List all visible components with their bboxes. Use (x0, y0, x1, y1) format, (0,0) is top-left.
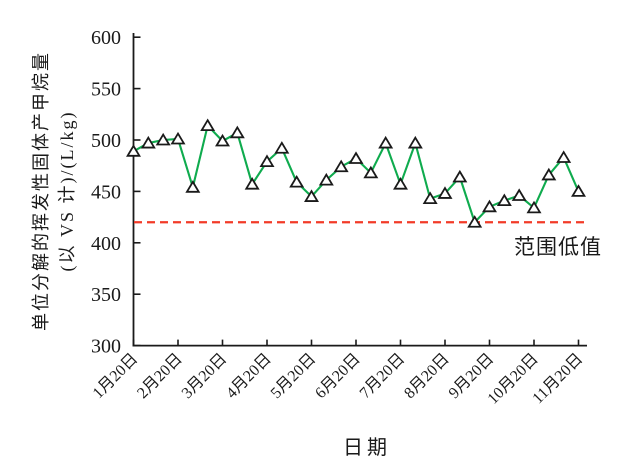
data-point-marker (467, 215, 483, 228)
data-point-marker (482, 199, 497, 213)
x-tick-label: 3月20日 (179, 350, 231, 402)
y-tick-label: 400 (91, 233, 121, 255)
data-point-marker (348, 151, 364, 164)
x-tick-label: 1月20日 (90, 350, 142, 402)
data-point-marker (511, 188, 527, 201)
data-point-marker (274, 141, 290, 154)
y-tick-label: 300 (91, 336, 121, 358)
data-point-marker (363, 165, 379, 179)
data-point-marker (333, 159, 349, 173)
y-tick-label: 350 (91, 284, 121, 306)
data-point-marker (393, 177, 408, 190)
y-axis-title: 单位分解的挥发性固体产甲烷量 (以 VS 计)/(L/kg) (28, 21, 80, 361)
data-point-marker (200, 118, 216, 132)
data-point-marker (437, 186, 453, 199)
data-point-marker (170, 131, 186, 145)
x-tick-label: 8月20日 (401, 350, 453, 402)
y-tick-label: 550 (91, 79, 121, 101)
data-point-marker (259, 154, 275, 167)
data-point-marker (556, 150, 572, 163)
reference-line-label: 范围低值 (514, 235, 602, 259)
x-tick-label: 7月20日 (357, 350, 409, 402)
data-point-marker (378, 135, 394, 149)
data-point-marker (496, 193, 512, 207)
data-point-marker (126, 144, 141, 157)
data-point-marker (541, 167, 557, 181)
data-point-marker (318, 172, 334, 186)
x-tick-label: 6月20日 (312, 350, 364, 402)
x-tick-label: 2月20日 (134, 350, 186, 402)
data-point-marker (185, 180, 201, 193)
series-line (132, 124, 580, 224)
y-axis-title-line1: 单位分解的挥发性固体产甲烷量 (31, 51, 51, 331)
x-tick-label: 5月20日 (268, 350, 320, 402)
data-point-marker (155, 132, 171, 146)
data-point-marker (407, 135, 423, 149)
data-point-marker (229, 125, 245, 139)
data-point-marker (289, 174, 305, 188)
y-axis-title-line2: (以 VS 计)/(L/kg) (57, 110, 77, 272)
data-point-marker (422, 191, 438, 204)
data-point-marker (140, 135, 156, 149)
data-point-marker (215, 133, 230, 147)
data-point-marker (304, 189, 319, 202)
y-tick-label: 500 (91, 130, 121, 152)
data-point-marker (571, 184, 586, 197)
x-tick-label: 4月20日 (223, 350, 275, 402)
y-tick-label: 450 (91, 181, 121, 203)
y-tick-label: 600 (91, 27, 121, 49)
data-point-marker (526, 200, 542, 214)
data-point-marker (452, 169, 468, 183)
x-axis-title: 日期 (343, 437, 391, 459)
data-point-marker (244, 177, 260, 190)
